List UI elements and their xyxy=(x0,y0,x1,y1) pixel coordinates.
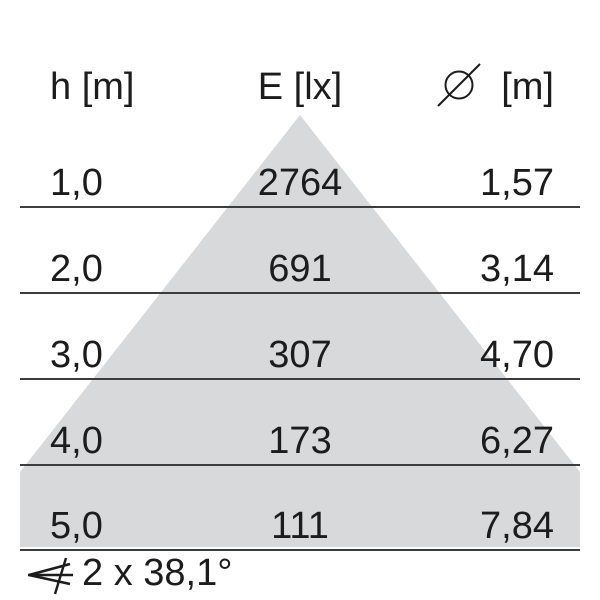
table-row: 5,0 111 7,84 xyxy=(20,491,580,551)
table-row: 1,0 2764 1,57 xyxy=(20,148,580,208)
diameter-value: 7,84 xyxy=(480,505,554,548)
diameter-icon xyxy=(437,63,481,107)
header-height: h [m] xyxy=(50,66,135,109)
height-value: 2,0 xyxy=(50,248,103,291)
height-value: 1,0 xyxy=(50,162,103,205)
beam-angle-label: 2 x 38,1° xyxy=(82,551,233,594)
header-diameter-unit: [m] xyxy=(501,66,554,109)
diameter-value: 3,14 xyxy=(480,248,554,291)
height-value: 4,0 xyxy=(50,420,103,463)
header-diameter: [m] xyxy=(435,57,554,109)
diameter-value: 6,27 xyxy=(480,420,554,463)
height-value: 3,0 xyxy=(50,334,103,377)
height-value: 5,0 xyxy=(50,505,103,548)
table-row: 2,0 691 3,14 xyxy=(20,234,580,294)
cone-shape xyxy=(20,115,580,547)
illuminance-value: 111 xyxy=(271,505,329,548)
illuminance-value: 2764 xyxy=(257,162,343,205)
diameter-value: 4,70 xyxy=(480,334,554,377)
illuminance-value: 691 xyxy=(268,248,332,291)
illuminance-value: 307 xyxy=(268,334,332,377)
illuminance-value: 173 xyxy=(268,420,332,463)
header-illuminance: E [lx] xyxy=(257,66,343,109)
beam-angle-row: 2 x 38,1° xyxy=(26,551,232,595)
table-row: 3,0 307 4,70 xyxy=(20,320,580,380)
table-row: 4,0 173 6,27 xyxy=(20,406,580,466)
diameter-value: 1,57 xyxy=(480,162,554,205)
table-header: h [m] E [lx] [m] xyxy=(20,60,580,110)
beam-angle-icon xyxy=(28,557,73,595)
